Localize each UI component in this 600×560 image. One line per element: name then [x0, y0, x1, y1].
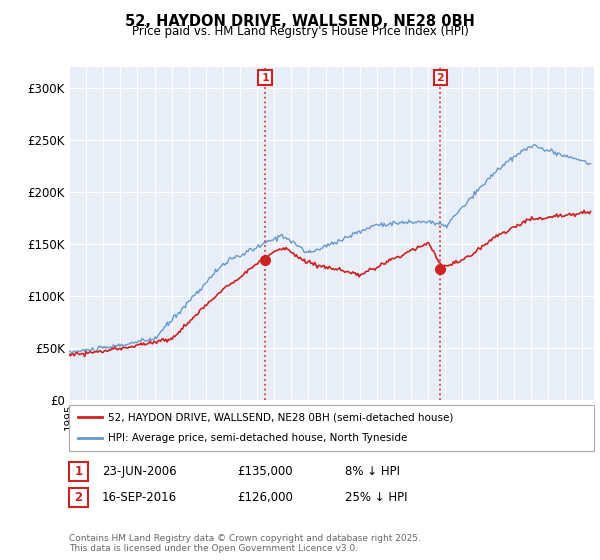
Text: 2: 2	[436, 73, 444, 83]
Text: 2: 2	[74, 491, 83, 504]
Text: 8% ↓ HPI: 8% ↓ HPI	[345, 465, 400, 478]
Text: HPI: Average price, semi-detached house, North Tyneside: HPI: Average price, semi-detached house,…	[108, 433, 407, 444]
Text: £135,000: £135,000	[237, 465, 293, 478]
Text: 23-JUN-2006: 23-JUN-2006	[102, 465, 176, 478]
Text: 52, HAYDON DRIVE, WALLSEND, NE28 0BH (semi-detached house): 52, HAYDON DRIVE, WALLSEND, NE28 0BH (se…	[108, 412, 454, 422]
Text: Contains HM Land Registry data © Crown copyright and database right 2025.
This d: Contains HM Land Registry data © Crown c…	[69, 534, 421, 553]
Text: 25% ↓ HPI: 25% ↓ HPI	[345, 491, 407, 504]
Text: £126,000: £126,000	[237, 491, 293, 504]
Text: 1: 1	[74, 465, 83, 478]
Text: 16-SEP-2016: 16-SEP-2016	[102, 491, 177, 504]
Text: 1: 1	[261, 73, 269, 83]
Text: Price paid vs. HM Land Registry's House Price Index (HPI): Price paid vs. HM Land Registry's House …	[131, 25, 469, 38]
Text: 52, HAYDON DRIVE, WALLSEND, NE28 0BH: 52, HAYDON DRIVE, WALLSEND, NE28 0BH	[125, 14, 475, 29]
